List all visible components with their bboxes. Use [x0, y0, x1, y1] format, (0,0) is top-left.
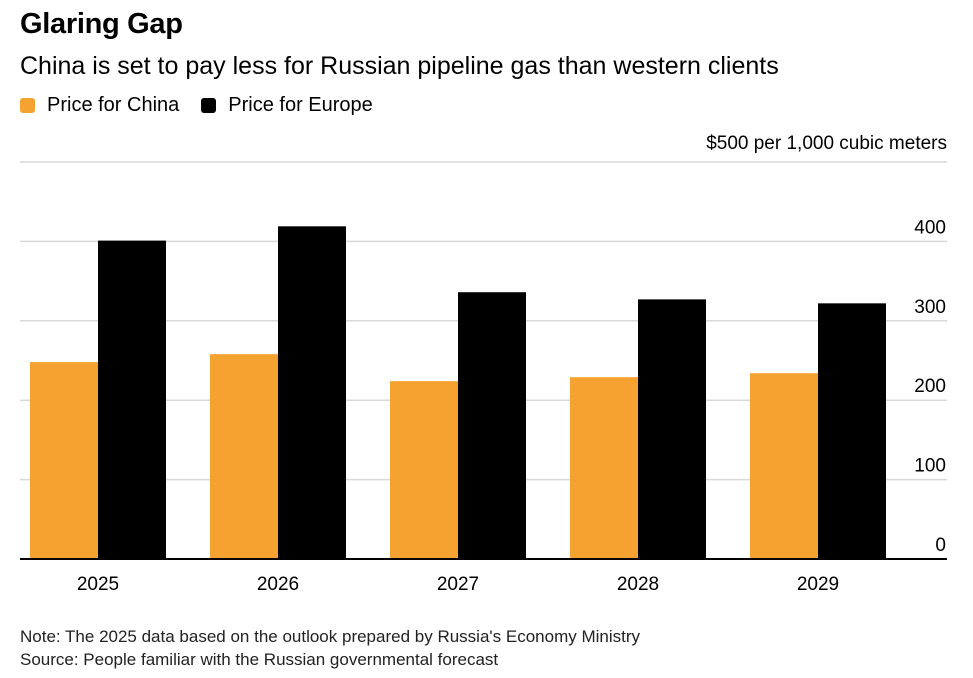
- legend-label-europe: Price for Europe: [228, 94, 373, 116]
- bar-europe-2025: [98, 240, 166, 559]
- x-tick-label: 2028: [617, 574, 659, 595]
- chart-subtitle: China is set to pay less for Russian pip…: [20, 52, 779, 80]
- bar-china-2029: [750, 373, 818, 559]
- chart-note: Note: The 2025 data based on the outlook…: [20, 627, 641, 646]
- legend-swatch-europe: [201, 98, 217, 113]
- chart-source: Source: People familiar with the Russian…: [20, 650, 499, 669]
- bar-europe-2029: [818, 303, 886, 559]
- legend-item-china: Price for China: [20, 94, 179, 117]
- x-tick-label: 2025: [77, 574, 119, 595]
- y-tick-label: 300: [914, 297, 946, 318]
- bar-china-2027: [390, 381, 458, 559]
- bar-china-2026: [210, 354, 278, 559]
- legend-item-europe: Price for Europe: [201, 94, 373, 117]
- legend-swatch-china: [20, 98, 35, 113]
- y-tick-label: 400: [914, 217, 946, 238]
- bar-europe-2028: [638, 299, 706, 559]
- legend-label-china: Price for China: [47, 94, 180, 116]
- bar-china-2028: [570, 377, 638, 559]
- x-tick-label: 2027: [437, 574, 479, 595]
- chart-title: Glaring Gap: [20, 8, 183, 40]
- y-tick-label: 0: [935, 535, 946, 556]
- x-tick-label: 2026: [257, 574, 299, 595]
- bar-europe-2026: [278, 226, 346, 559]
- y-tick-label: 100: [914, 456, 946, 477]
- y-tick-label: 200: [914, 376, 946, 397]
- legend: Price for China Price for Europe: [20, 94, 395, 117]
- x-tick-label: 2029: [797, 574, 839, 595]
- y-axis-unit-label: $500 per 1,000 cubic meters: [706, 133, 947, 154]
- bar-europe-2027: [458, 292, 526, 559]
- bar-china-2025: [30, 362, 98, 559]
